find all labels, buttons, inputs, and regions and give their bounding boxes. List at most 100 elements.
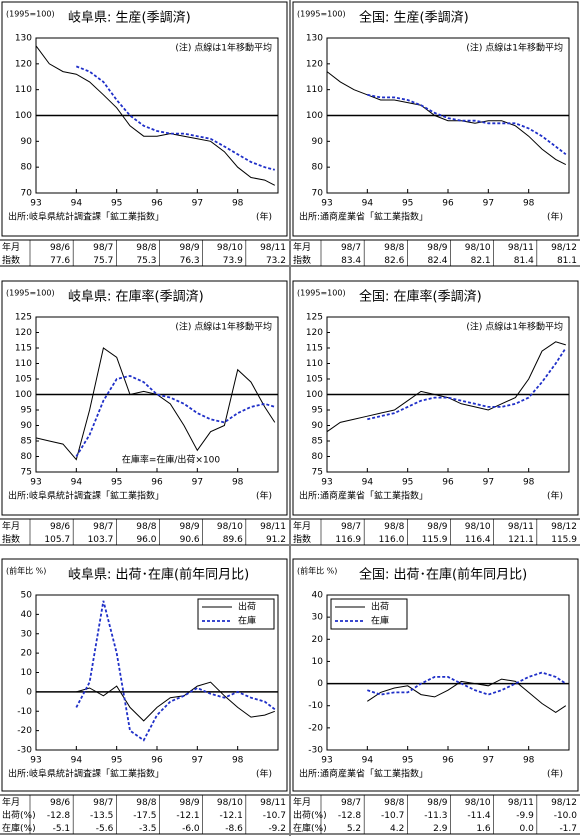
- y-tick-label: 85: [312, 437, 323, 447]
- y-tick-label: 120: [306, 59, 323, 69]
- table-row-label: 出荷(%): [293, 809, 327, 821]
- source-note: 出所:岐阜県統計調査課「鉱工業指数」: [8, 768, 164, 780]
- x-tick-label: 93: [30, 199, 41, 209]
- y-tick-label: 70: [21, 189, 33, 199]
- x-tick-label: 98: [232, 199, 244, 209]
- table-cell: 98/7: [93, 798, 113, 808]
- x-tick-label: 94: [362, 478, 374, 488]
- table-row-label: 年月: [2, 520, 20, 532]
- table-cell: -9.2: [268, 824, 286, 834]
- unit-label: (1995=100): [6, 10, 55, 19]
- y-tick-label: 120: [15, 59, 32, 69]
- chart-frame: [1, 1, 288, 237]
- annotation: (注) 点線は1年移動平均: [466, 321, 563, 333]
- y-tick-label: 100: [306, 390, 323, 400]
- x-tick-label: 94: [71, 756, 83, 766]
- y-tick-label: 80: [21, 452, 33, 462]
- x-tick-label: 93: [321, 478, 332, 488]
- source-note: 出所:岐阜県統計調査課「鉱工業指数」: [8, 211, 164, 223]
- chart-title: 全国: 出荷･在庫(前年同月比): [359, 567, 527, 583]
- data-line: [326, 71, 567, 166]
- table-cell: 116.9: [335, 535, 361, 545]
- y-tick-label: 100: [306, 111, 323, 121]
- y-tick-label: 75: [21, 468, 32, 478]
- y-tick-label: 95: [312, 406, 323, 416]
- x-tick-label: 98: [232, 756, 244, 766]
- table-row-label: 指数: [2, 254, 20, 266]
- x-tick-label: 96: [442, 199, 454, 209]
- table-row-label: 指数: [293, 254, 311, 266]
- table-cell: 5.2: [347, 824, 361, 834]
- table-cell: 98/7: [93, 243, 113, 253]
- table-cell: 98/9: [179, 522, 199, 532]
- y-tick-label: 80: [312, 163, 324, 173]
- x-tick-label: 97: [192, 756, 203, 766]
- table-cell: 98/11: [508, 243, 534, 253]
- data-line: [367, 93, 567, 156]
- x-unit-label: (年): [256, 768, 272, 780]
- table-cell: -12.1: [176, 811, 199, 821]
- x-tick-label: 94: [362, 199, 374, 209]
- table-row-label: 在庫(%): [2, 822, 36, 834]
- data-line: [367, 347, 567, 421]
- table-cell: 115.9: [422, 535, 448, 545]
- x-unit-label: (年): [547, 211, 563, 223]
- y-tick-label: 40: [312, 591, 324, 601]
- x-tick-label: 95: [402, 199, 413, 209]
- table-cell: 98/7: [341, 522, 361, 532]
- x-unit-label: (年): [547, 490, 563, 502]
- x-tick-label: 93: [321, 756, 332, 766]
- table-cell: 1.6: [476, 824, 491, 834]
- table-cell: 2.9: [433, 824, 448, 834]
- data-line: [326, 341, 566, 433]
- x-tick-label: 98: [523, 478, 535, 488]
- legend-label: 在庫: [371, 615, 389, 627]
- table-cell: -3.5: [139, 824, 157, 834]
- chart-frame: [1, 280, 288, 516]
- y-tick-label: 100: [15, 111, 32, 121]
- table-cell: 98/7: [341, 798, 361, 808]
- data-line: [75, 374, 276, 457]
- x-tick-label: 97: [483, 756, 494, 766]
- table-cell: 82.1: [471, 256, 491, 266]
- table-cell: 89.6: [223, 535, 243, 545]
- x-tick-label: 95: [402, 756, 413, 766]
- table-cell: 98/7: [341, 243, 361, 253]
- y-tick-label: 130: [15, 34, 32, 44]
- y-tick-label: 110: [306, 359, 323, 369]
- x-tick-label: 96: [442, 756, 454, 766]
- table-cell: 90.6: [180, 535, 200, 545]
- y-tick-label: 70: [312, 189, 324, 199]
- y-tick-label: 30: [21, 629, 33, 639]
- annotation: (注) 点線は1年移動平均: [466, 42, 563, 54]
- y-tick-label: -20: [17, 726, 32, 736]
- y-tick-label: 50: [21, 591, 33, 601]
- chart-title: 全国: 在庫率(季調済): [359, 289, 482, 305]
- table-cell: 98/6: [50, 798, 70, 808]
- legend-box: [330, 598, 408, 630]
- unit-label: (1995=100): [6, 289, 55, 298]
- y-tick-label: -30: [17, 746, 32, 756]
- unit-label: (前年比 %): [297, 566, 337, 576]
- table-cell: 98/11: [260, 798, 286, 808]
- table-cell: 115.9: [551, 535, 577, 545]
- table-row-label: 指数: [293, 533, 311, 545]
- y-tick-label: 20: [312, 635, 324, 645]
- y-tick-label: 90: [312, 137, 324, 147]
- y-tick-label: 110: [306, 85, 323, 95]
- y-tick-label: 100: [15, 390, 32, 400]
- x-tick-label: 97: [483, 199, 494, 209]
- table-cell: 98/10: [465, 798, 491, 808]
- y-tick-label: 115: [15, 344, 32, 354]
- table-cell: 103.7: [88, 535, 114, 545]
- table-row-label: 在庫(%): [293, 822, 327, 834]
- y-tick-label: 90: [21, 421, 33, 431]
- table-cell: -6.0: [182, 824, 200, 834]
- x-tick-label: 96: [151, 199, 163, 209]
- x-tick-label: 95: [111, 756, 122, 766]
- table-cell: 98/8: [136, 798, 156, 808]
- x-tick-label: 93: [30, 478, 41, 488]
- table-cell: 0.0: [520, 824, 535, 834]
- y-tick-label: -10: [308, 701, 323, 711]
